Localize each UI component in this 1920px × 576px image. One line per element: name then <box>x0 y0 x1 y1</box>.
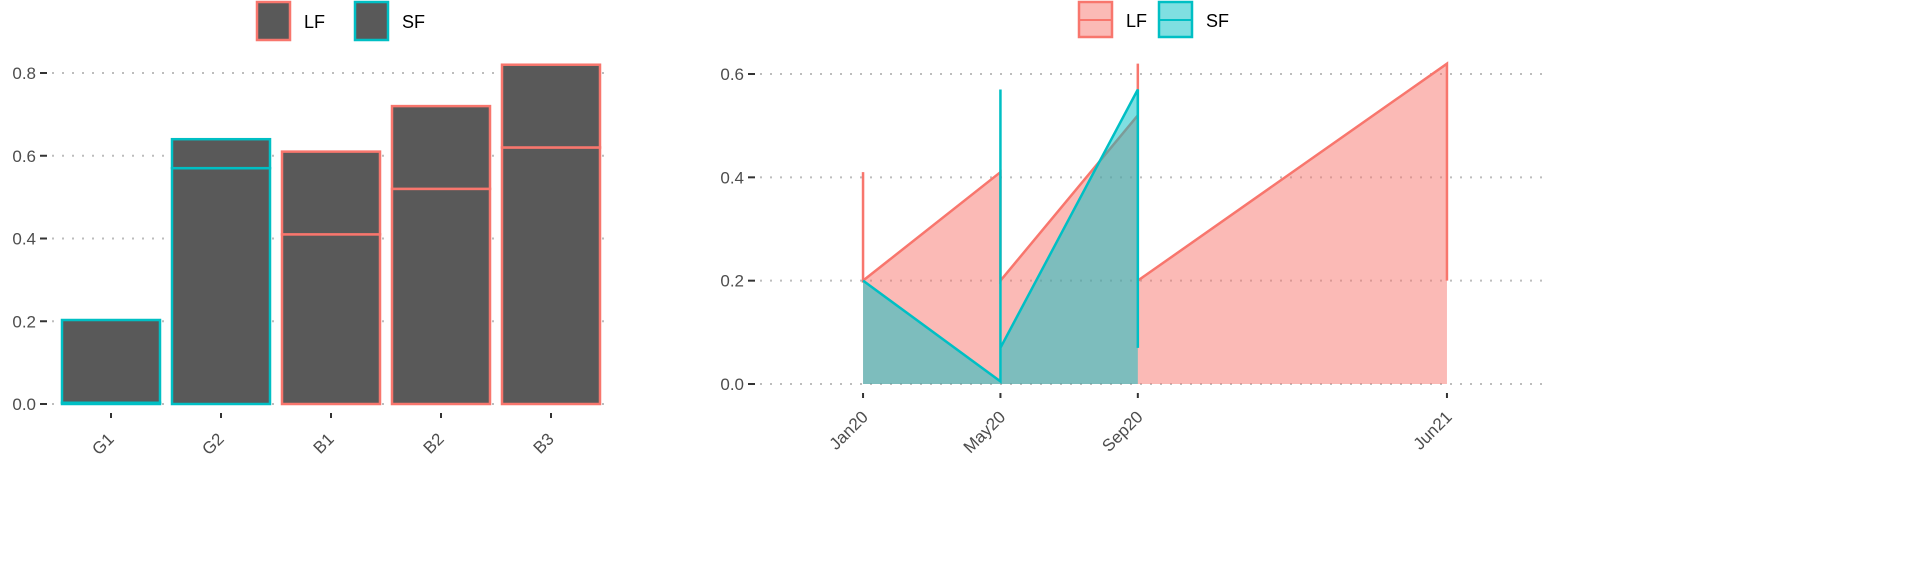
bar-segment <box>390 104 492 191</box>
y-tick-label: 0.0 <box>720 375 744 394</box>
x-tick-label: May20 <box>960 407 1010 457</box>
x-tick-label: Jun21 <box>1410 407 1456 453</box>
x-tick-label: B1 <box>310 429 338 457</box>
y-tick-label: 0.0 <box>12 395 36 414</box>
bar-segment <box>170 137 272 170</box>
y-tick-label: 0.6 <box>12 147 36 166</box>
area-lf <box>863 63 1447 385</box>
line-sf <box>862 88 1140 384</box>
bar-segment <box>280 233 382 406</box>
y-tick-label: 0.2 <box>720 272 744 291</box>
bar-segment <box>390 187 492 406</box>
y-tick-label: 0.2 <box>12 312 36 331</box>
legend-label: SF <box>402 12 425 32</box>
y-tick-label: 0.4 <box>720 168 744 187</box>
x-tick-label: B3 <box>530 429 558 457</box>
x-tick-label: B2 <box>420 429 448 457</box>
x-tick-label: G2 <box>198 429 227 458</box>
y-tick-label: 0.6 <box>720 65 744 84</box>
area-sf <box>863 89 1138 384</box>
x-tick-label: Jan20 <box>826 407 872 453</box>
bar-segment <box>60 318 162 405</box>
x-tick-label: Sep20 <box>1098 407 1146 455</box>
y-tick-label: 0.8 <box>12 64 36 83</box>
bar-segment <box>280 150 382 236</box>
x-tick-label: G1 <box>88 429 117 458</box>
legend-label: LF <box>1126 11 1147 31</box>
bar-segment <box>170 166 272 406</box>
bar-segment <box>500 146 602 406</box>
legend-key-sf <box>353 0 390 42</box>
legend-label: LF <box>304 12 325 32</box>
y-tick-label: 0.4 <box>12 230 36 249</box>
legend-key-lf <box>255 0 292 42</box>
legend-label: SF <box>1206 11 1229 31</box>
bar-segment <box>500 63 602 149</box>
